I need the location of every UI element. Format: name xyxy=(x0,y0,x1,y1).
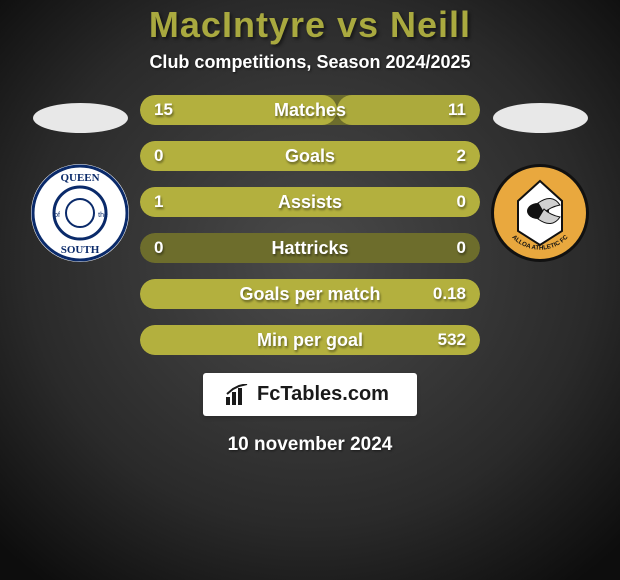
right-flag-ellipse xyxy=(493,103,588,133)
stat-left-value: 0 xyxy=(154,238,163,258)
stat-left-value: 15 xyxy=(154,100,173,120)
brand-text: FcTables.com xyxy=(257,383,389,406)
stat-left-value: 1 xyxy=(154,192,163,212)
brand-chart-icon xyxy=(225,384,249,406)
stat-label: Min per goal xyxy=(257,330,363,351)
page-title: MacIntyre vs Neill xyxy=(149,4,471,46)
svg-text:of: of xyxy=(54,212,60,219)
stat-bar: 0.18 Goals per match xyxy=(140,279,480,309)
left-flag-ellipse xyxy=(33,103,128,133)
stat-left-value: 0 xyxy=(154,146,163,166)
left-badge-text-bottom: SOUTH xyxy=(61,244,100,256)
left-club-badge: QUEEN SOUTH of the xyxy=(30,163,130,263)
left-player-col: QUEEN SOUTH of the xyxy=(20,95,140,263)
stat-bar: 1 0 Assists xyxy=(140,187,480,217)
stat-right-value: 0 xyxy=(457,238,466,258)
stat-bars: 15 11 Matches 0 2 Goals 1 0 Assists 0 0 Hattricks 0.… xyxy=(140,95,480,355)
date-text: 10 november 2024 xyxy=(228,434,393,456)
stat-bar: 15 11 Matches xyxy=(140,95,480,125)
stat-label: Goals xyxy=(285,146,335,167)
right-player-col: ALLOA ATHLETIC FC xyxy=(480,95,600,263)
stat-right-value: 2 xyxy=(457,146,466,166)
left-badge-text-top: QUEEN xyxy=(60,172,99,184)
stat-bar: 0 2 Goals xyxy=(140,141,480,171)
stat-label: Hattricks xyxy=(271,238,348,259)
brand-box: FcTables.com xyxy=(203,373,417,416)
stat-bar: 0 0 Hattricks xyxy=(140,233,480,263)
stat-right-value: 0.18 xyxy=(433,284,466,304)
stat-label: Goals per match xyxy=(239,284,380,305)
stat-label: Assists xyxy=(278,192,342,213)
stat-right-value: 532 xyxy=(438,330,466,350)
svg-text:the: the xyxy=(98,212,108,219)
stat-right-value: 0 xyxy=(457,192,466,212)
stat-bar: 532 Min per goal xyxy=(140,325,480,355)
stat-right-value: 11 xyxy=(448,100,466,120)
stat-label: Matches xyxy=(274,100,346,121)
page-subtitle: Club competitions, Season 2024/2025 xyxy=(149,52,470,73)
comparison-row: QUEEN SOUTH of the 15 11 Matches 0 2 Goals 1 0 A… xyxy=(0,95,620,355)
right-club-badge: ALLOA ATHLETIC FC xyxy=(490,163,590,263)
